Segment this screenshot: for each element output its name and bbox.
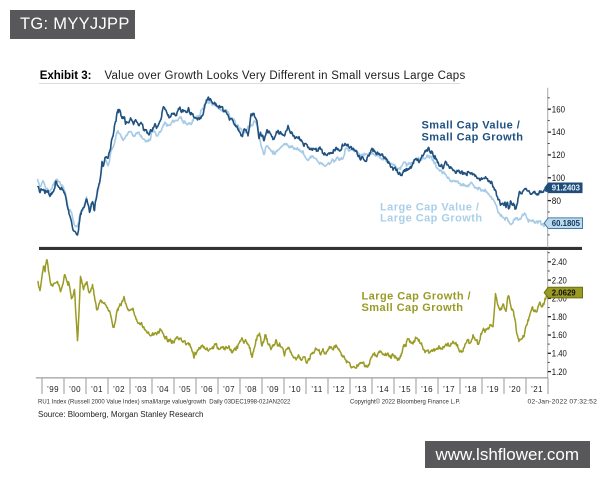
svg-text:RU1 Index (Russell 2000 Value: RU1 Index (Russell 2000 Value Index) sma…	[38, 400, 291, 406]
svg-text:’12: ’12	[333, 385, 345, 394]
svg-text:’14: ’14	[377, 385, 389, 394]
svg-text:’20: ’20	[509, 385, 521, 394]
svg-text:2.40: 2.40	[552, 257, 567, 267]
svg-text:’02: ’02	[113, 385, 125, 394]
svg-text:Small Cap Growth: Small Cap Growth	[422, 132, 524, 144]
svg-text:’21: ’21	[531, 385, 543, 394]
svg-text:120: 120	[552, 150, 565, 160]
svg-text:’16: ’16	[421, 385, 433, 394]
svg-text:Source: Bloomberg, Morgan Stan: Source: Bloomberg, Morgan Stanley Resear…	[38, 410, 203, 419]
svg-text:1.40: 1.40	[552, 349, 567, 359]
svg-text:’15: ’15	[399, 385, 411, 394]
svg-text:’17: ’17	[443, 385, 455, 394]
svg-text:’13: ’13	[355, 385, 367, 394]
svg-text:2.0629: 2.0629	[552, 289, 577, 298]
svg-text:02-Jan-2022 07:32:52: 02-Jan-2022 07:32:52	[527, 399, 597, 406]
svg-text:1.20: 1.20	[552, 367, 567, 377]
svg-text:Small Cap Growth: Small Cap Growth	[362, 302, 464, 314]
svg-text:’08: ’08	[245, 385, 257, 394]
svg-text:2.20: 2.20	[552, 275, 567, 285]
svg-text:’18: ’18	[465, 385, 477, 394]
svg-text:80: 80	[552, 196, 561, 206]
svg-text:’06: ’06	[201, 385, 213, 394]
svg-text:1.60: 1.60	[552, 330, 567, 340]
svg-text:’03: ’03	[135, 385, 147, 394]
svg-text:Large Cap Growth: Large Cap Growth	[380, 213, 483, 225]
svg-text:100: 100	[552, 173, 565, 183]
svg-text:’19: ’19	[487, 385, 499, 394]
svg-text:2.00: 2.00	[552, 294, 567, 304]
svg-text:91.2403: 91.2403	[552, 184, 581, 193]
svg-text:’04: ’04	[157, 385, 169, 394]
svg-text:’05: ’05	[179, 385, 191, 394]
svg-text:Large Cap Growth /: Large Cap Growth /	[362, 290, 472, 302]
svg-text:140: 140	[552, 127, 565, 137]
svg-text:’11: ’11	[311, 385, 323, 394]
svg-text:’10: ’10	[289, 385, 301, 394]
svg-text:’01: ’01	[91, 385, 103, 394]
svg-text:1.80: 1.80	[552, 312, 567, 322]
svg-text:Large Cap Value /: Large Cap Value /	[380, 202, 479, 214]
svg-text:60.1805: 60.1805	[552, 219, 581, 228]
svg-text:’99: ’99	[47, 385, 59, 394]
svg-text:Copyright© 2022 Bloomberg Fina: Copyright© 2022 Bloomberg Finance L.P.	[350, 399, 461, 406]
svg-text:160: 160	[552, 104, 565, 114]
svg-text:’07: ’07	[223, 385, 235, 394]
svg-text:’00: ’00	[69, 385, 81, 394]
svg-text:’09: ’09	[267, 385, 279, 394]
svg-text:Small Cap Value /: Small Cap Value /	[422, 119, 521, 131]
